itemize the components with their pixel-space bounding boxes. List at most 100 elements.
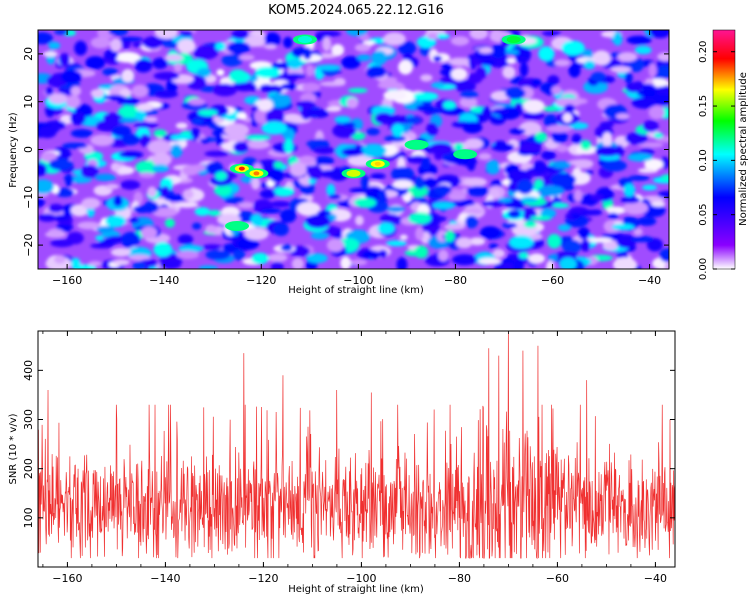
spectrogram-cell [242,35,266,47]
spectrogram-cell [513,258,524,269]
spectrogram-cell [468,72,483,84]
spectrogram-cell [491,179,503,189]
spectrogram-cell [175,122,188,129]
spectrogram-cell [178,245,204,253]
spectrogram-cell [170,134,194,141]
y-tick-label: −10 [22,186,35,209]
spectrogram-cell [570,212,581,220]
hotspot-core [462,152,469,157]
spectrogram-cell [108,30,129,36]
x-tick-label: −80 [448,572,471,585]
spectrogram-cell [464,138,484,150]
spectrogram-cell [431,215,447,222]
spectrogram-cell [233,141,249,154]
spectrogram-cell [312,156,335,166]
spectrogram-cell [507,253,519,259]
spectrogram-cell [238,54,255,61]
spectrogram-cell [136,103,154,112]
spectrogram-cell [414,245,429,259]
spectrogram-cell [326,238,344,252]
spectrogram-cell [664,261,669,269]
spectrogram-cell [522,111,545,120]
spectrogram-cell [280,83,298,91]
colorbar-tick-label: 0.05 [698,204,709,226]
spectrogram-cell [244,227,269,241]
spectrogram-cell [70,129,93,138]
spectrogram-cell [315,30,342,37]
spectrogram-cell [601,160,627,172]
spectrogram-cell [152,152,172,167]
spectrogram-cell [656,65,669,79]
spectrogram-cell [296,201,321,216]
spectrogram-cell [592,50,611,66]
spectrogram-cell [480,226,501,239]
spectrogram-cell [55,187,75,198]
spectrogram-cell [341,147,364,157]
spectrogram-cell [502,222,518,229]
spectrogram-cell [305,64,314,77]
spectrogram-cell [86,206,95,218]
spectrogram-cell [197,68,212,78]
spectrogram-cell [615,113,630,120]
hotspot-core [350,171,357,176]
spectrogram-cell [102,68,118,76]
spectrogram-cell [386,206,406,213]
spectrogram-cell [132,261,146,269]
spectrogram-cell [206,161,224,175]
spectrogram-cell [228,69,248,84]
x-tick-label: −100 [346,572,376,585]
spectrogram-cell [438,249,449,262]
spectrogram-cell [182,189,194,200]
spectrogram-cell [580,140,592,151]
spectrogram-cell [170,144,183,158]
spectrogram-cell [139,133,151,147]
spectrogram-cell [327,194,342,200]
spectrogram-cell [264,44,277,50]
spectrogram-cell [113,195,123,207]
spectrogram-cell [538,185,564,197]
spectrogram-cell [383,90,407,101]
spectrogram-cell [556,144,569,153]
spectrogram-cell [366,65,387,78]
spectrogram-cell [448,193,467,201]
snr-x-axis: −160 −140 −120 −100 −80 −60 −40 [42,331,667,585]
spectrogram-cell [555,251,579,257]
spectrogram-cell [212,83,237,97]
spectrogram-cell [450,36,470,46]
spectrogram-cell [237,201,255,209]
spectrogram-cell [198,109,218,117]
spectrogram-cell [465,215,478,229]
spectrogram-cell [54,30,69,35]
spectrogram-cell [326,183,336,197]
spectrogram-cell [547,233,562,249]
spectrogram-cell [111,125,132,137]
spectrogram-cell [623,201,648,215]
spectrogram-cell [232,82,257,92]
spectrogram-cell [522,99,545,114]
spectrogram-cell [114,51,141,63]
spectrogram-cell [70,86,82,96]
spectrogram-cell [135,160,161,175]
colorbar-ticks: 0.00 0.05 0.10 0.15 0.20 [698,41,735,280]
spectrogram-cell [612,31,623,46]
spectrogram-cell [555,97,582,108]
spectrogram-cell [259,189,276,199]
spectrogram-cell [204,150,229,157]
spectrogram-cell [486,159,500,175]
spectrogram-cell [40,151,57,162]
spectrogram-cell [354,43,371,52]
spectrogram-cell [646,238,663,252]
spectrogram-cell [209,176,233,187]
spectrogram-cell [551,85,562,95]
spectrogram-cell [413,92,439,101]
spectrogram-cell [611,223,635,231]
hotspot-core [238,166,245,171]
x-tick-label: −120 [248,572,278,585]
hotspot-core [374,161,381,166]
y-tick-label: 400 [22,360,35,381]
spectrogram-cell [190,127,201,140]
spectrogram-cell [625,132,648,145]
spectrogram-cell [84,151,104,162]
spectrogram-cell [451,199,476,207]
spectrogram-cell [118,36,144,42]
